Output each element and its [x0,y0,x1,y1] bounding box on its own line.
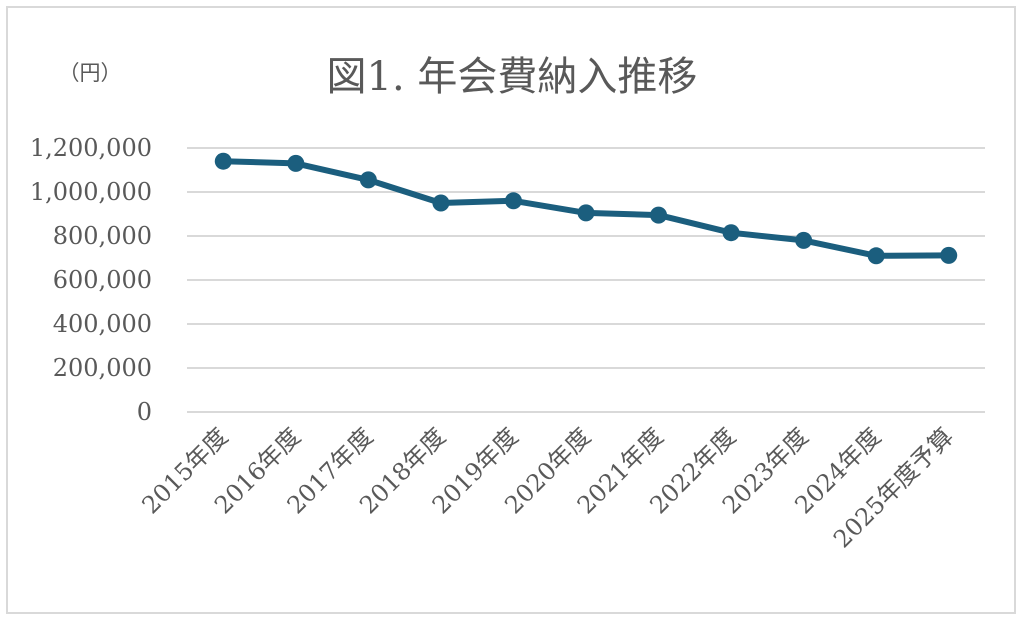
data-point [577,204,595,222]
y-tick-label: 1,000,000 [30,178,152,206]
y-axis-tick-labels: 0 200,000 400,000 600,000 800,000 1,000,000 1,… [30,134,152,426]
y-tick-label: 600,000 [53,266,152,294]
data-point [432,194,450,212]
y-tick-label: 200,000 [53,354,152,382]
series-layer [214,152,958,265]
data-point [795,231,813,249]
data-point [650,206,668,224]
chart-title: 図1. 年会費納入推移 [327,54,698,100]
y-tick-label: 0 [137,398,152,426]
y-unit-label: （円） [59,61,122,85]
y-tick-label: 400,000 [53,310,152,338]
y-tick-label: 1,200,000 [30,134,152,162]
x-axis-tick-labels: 2015年度2016年度2017年度2018年度2019年度2020年度2021… [137,422,959,553]
data-point [359,171,377,189]
data-point [867,247,885,265]
data-point [722,224,740,242]
data-point [504,192,522,210]
data-point [214,152,232,170]
data-point [287,154,305,172]
y-tick-label: 800,000 [53,222,152,250]
grid-layer [187,147,985,413]
chart-frame [6,6,1016,614]
data-point [940,246,958,264]
